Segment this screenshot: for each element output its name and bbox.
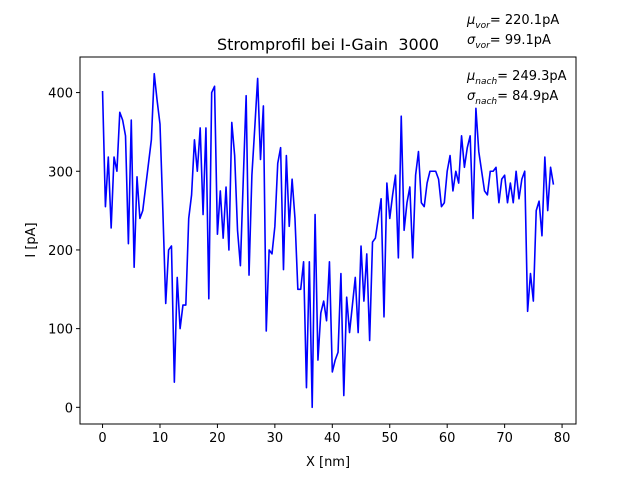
y-tick-label: 300 [48, 165, 73, 180]
stat-annotation: σvor= 99.1pA [467, 33, 551, 51]
x-tick-label: 70 [496, 431, 513, 446]
stat-symbol: σ [467, 33, 476, 48]
y-tick-label: 100 [48, 323, 73, 338]
x-tick-label: 50 [381, 431, 398, 446]
x-axis-label: X [nm] [306, 455, 350, 470]
x-tick-label: 10 [152, 431, 169, 446]
x-tick-label: 60 [439, 431, 456, 446]
plot-frame [79, 56, 577, 425]
stat-annotation: μnach= 249.3pA [466, 69, 567, 87]
chart-title: Stromprofil bei I-Gain 3000 [217, 35, 439, 54]
stat-symbol: μ [466, 69, 475, 84]
stat-value: = 84.9pA [497, 89, 558, 104]
x-tick-label: 80 [554, 431, 571, 446]
stat-subscript: nach [475, 97, 497, 107]
stat-subscript: vor [475, 41, 491, 51]
stat-annotation: σnach= 84.9pA [467, 89, 558, 107]
x-tick-label: 0 [98, 431, 106, 446]
x-tick-label: 30 [267, 431, 284, 446]
stat-subscript: vor [475, 21, 491, 31]
stat-symbol: μ [466, 13, 475, 28]
data-line [101, 72, 555, 409]
stat-symbol: σ [467, 89, 476, 104]
x-tick-label: 20 [209, 431, 226, 446]
stat-value: = 249.3pA [497, 69, 566, 84]
stat-annotation: μvor= 220.1pA [466, 13, 559, 31]
y-tick-label: 200 [48, 244, 73, 259]
stat-value: = 99.1pA [490, 33, 551, 48]
x-tick-label: 40 [324, 431, 341, 446]
y-axis-label: I [pA] [24, 222, 39, 257]
y-tick-label: 400 [48, 87, 73, 102]
stat-value: = 220.1pA [490, 13, 559, 28]
y-tick-label: 0 [65, 401, 73, 416]
stat-subscript: nach [475, 77, 497, 87]
